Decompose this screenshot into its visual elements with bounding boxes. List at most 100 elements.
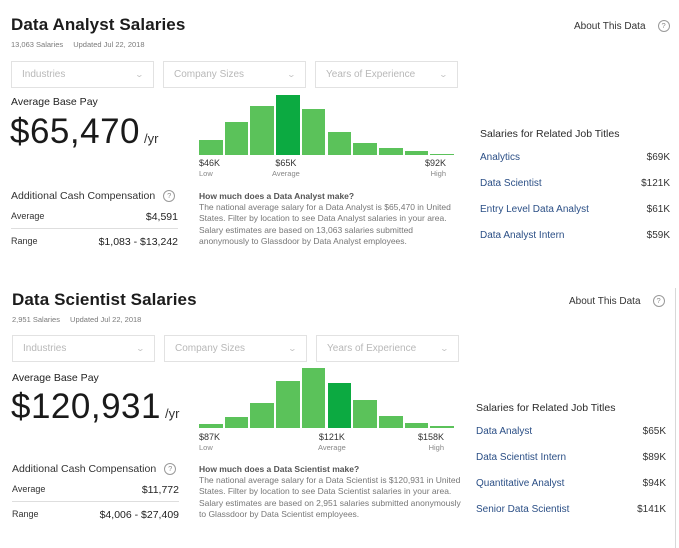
related-job-salary: $121K (641, 178, 670, 189)
average-label: Average (318, 443, 346, 452)
company-sizes-select[interactable]: Company Sizes ⌄ (163, 61, 306, 88)
updated-date: Updated Jul 22, 2018 (73, 40, 145, 49)
acc-average-row: Average $4,591 (11, 208, 178, 229)
industries-select[interactable]: Industries ⌄ (12, 335, 155, 362)
per-year-label: /yr (164, 406, 180, 421)
help-icon[interactable]: ? (657, 20, 670, 32)
acc-average-value: $11,772 (141, 484, 179, 496)
chevron-down-icon: ⌄ (134, 70, 145, 79)
about-label: About This Data (574, 20, 646, 32)
histogram-bar (250, 105, 275, 155)
histogram-bar (250, 402, 275, 428)
acc-title-row: Additional Cash Compensation ? (12, 463, 179, 475)
related-item: Data Analyst Intern $59K (480, 230, 670, 256)
acc-range-value: $4,006 - $27,409 (99, 509, 179, 521)
histogram-bar (301, 368, 326, 428)
updated-date: Updated Jul 22, 2018 (70, 315, 142, 324)
average-label: Average (272, 169, 300, 178)
filter-bar: Industries ⌄ Company Sizes ⌄ Years of Ex… (11, 61, 458, 88)
acc-range-label: Range (12, 509, 39, 519)
histogram-bar (378, 148, 403, 155)
salary-description: How much does a Data Analyst make? The n… (199, 191, 464, 247)
related-job-link[interactable]: Analytics (480, 152, 521, 163)
histogram-high: $158K High (418, 432, 444, 452)
low-label: Low (199, 169, 213, 178)
related-job-link[interactable]: Data Analyst (476, 426, 533, 437)
histogram-bar (199, 140, 223, 155)
histogram-bar (224, 122, 249, 155)
average-base-pay-amount: $120,931 (11, 387, 161, 426)
additional-cash-compensation: Additional Cash Compensation ? Average $… (11, 190, 178, 253)
acc-average-label: Average (12, 484, 46, 494)
related-item: Senior Data Scientist $141K (476, 504, 666, 530)
related-item: Quantitative Analyst $94K (476, 478, 666, 504)
related-job-link[interactable]: Data Scientist Intern (476, 452, 567, 463)
related-job-link[interactable]: Quantitative Analyst (476, 478, 565, 489)
about-this-data-link[interactable]: About This Data ? (569, 295, 665, 307)
description-body: The national average salary for a Data S… (199, 475, 461, 519)
help-icon[interactable]: ? (164, 463, 177, 475)
acc-range-row: Range $1,083 - $13,242 (11, 229, 178, 253)
histogram-high: $92K High (425, 158, 446, 178)
histogram-bar (276, 381, 300, 428)
average-value: $65K (275, 158, 297, 168)
acc-average-label: Average (11, 211, 45, 221)
high-value: $158K (418, 432, 445, 442)
histogram-bar (353, 143, 377, 155)
average-value: $121K (318, 432, 345, 442)
histogram-bar (301, 109, 326, 155)
select-placeholder: Years of Experience (326, 69, 416, 80)
industries-select[interactable]: Industries ⌄ (11, 61, 154, 88)
salary-count: 13,063 Salaries (11, 40, 64, 49)
related-item: Entry Level Data Analyst $61K (480, 204, 670, 230)
data-analyst-salary-panel: Data Analyst Salaries 13,063 Salaries Up… (0, 0, 679, 272)
salary-histogram (199, 368, 454, 428)
high-value: $92K (425, 158, 447, 168)
select-placeholder: Company Sizes (174, 69, 245, 80)
average-base-pay-amount: $65,470 (10, 112, 141, 151)
histogram-bar (353, 399, 377, 428)
description-question: How much does a Data Scientist make? (199, 464, 360, 474)
related-item: Analytics $69K (480, 152, 670, 178)
description-question: How much does a Data Analyst make? (199, 191, 355, 201)
related-job-link[interactable]: Entry Level Data Analyst (480, 204, 589, 215)
chevron-down-icon: ⌄ (438, 70, 449, 79)
acc-title: Additional Cash Compensation (12, 463, 157, 475)
histogram-bar (404, 151, 429, 155)
low-label: Low (199, 443, 213, 452)
chevron-down-icon: ⌄ (287, 344, 298, 353)
acc-range-label: Range (11, 236, 38, 246)
about-this-data-link[interactable]: About This Data ? (574, 20, 670, 32)
chevron-down-icon: ⌄ (135, 344, 146, 353)
years-experience-select[interactable]: Years of Experience ⌄ (316, 335, 459, 362)
histogram-bar (430, 426, 454, 428)
help-icon[interactable]: ? (163, 190, 176, 202)
related-title: Salaries for Related Job Titles (480, 128, 620, 140)
low-value: $87K (199, 432, 221, 442)
histogram-bar (224, 417, 249, 428)
acc-average-row: Average $11,772 (12, 481, 179, 502)
acc-range-value: $1,083 - $13,242 (98, 236, 178, 248)
panel-title: Data Scientist Salaries (12, 290, 197, 309)
histogram-bar (378, 416, 403, 428)
years-experience-select[interactable]: Years of Experience ⌄ (315, 61, 458, 88)
acc-average-value: $4,591 (145, 211, 178, 223)
related-title: Salaries for Related Job Titles (476, 402, 616, 414)
panel-title: Data Analyst Salaries (11, 15, 186, 34)
related-job-salary: $65K (642, 426, 666, 437)
related-job-link[interactable]: Data Analyst Intern (480, 230, 565, 241)
related-job-salary: $69K (646, 152, 670, 163)
high-label: High (428, 443, 445, 452)
average-base-pay-label: Average Base Pay (11, 96, 98, 108)
related-job-link[interactable]: Data Scientist (480, 178, 542, 189)
histogram-bar (404, 422, 429, 428)
help-icon[interactable]: ? (652, 295, 665, 307)
average-base-pay: $120,931 /yr (11, 387, 179, 427)
company-sizes-select[interactable]: Company Sizes ⌄ (164, 335, 307, 362)
acc-title-row: Additional Cash Compensation ? (11, 190, 178, 202)
salary-count: 2,951 Salaries (12, 315, 60, 324)
histogram-bar-average (327, 383, 352, 428)
related-job-link[interactable]: Senior Data Scientist (476, 504, 570, 515)
related-job-salary: $89K (642, 452, 666, 463)
related-job-titles: Salaries for Related Job Titles Analytic… (480, 128, 670, 256)
